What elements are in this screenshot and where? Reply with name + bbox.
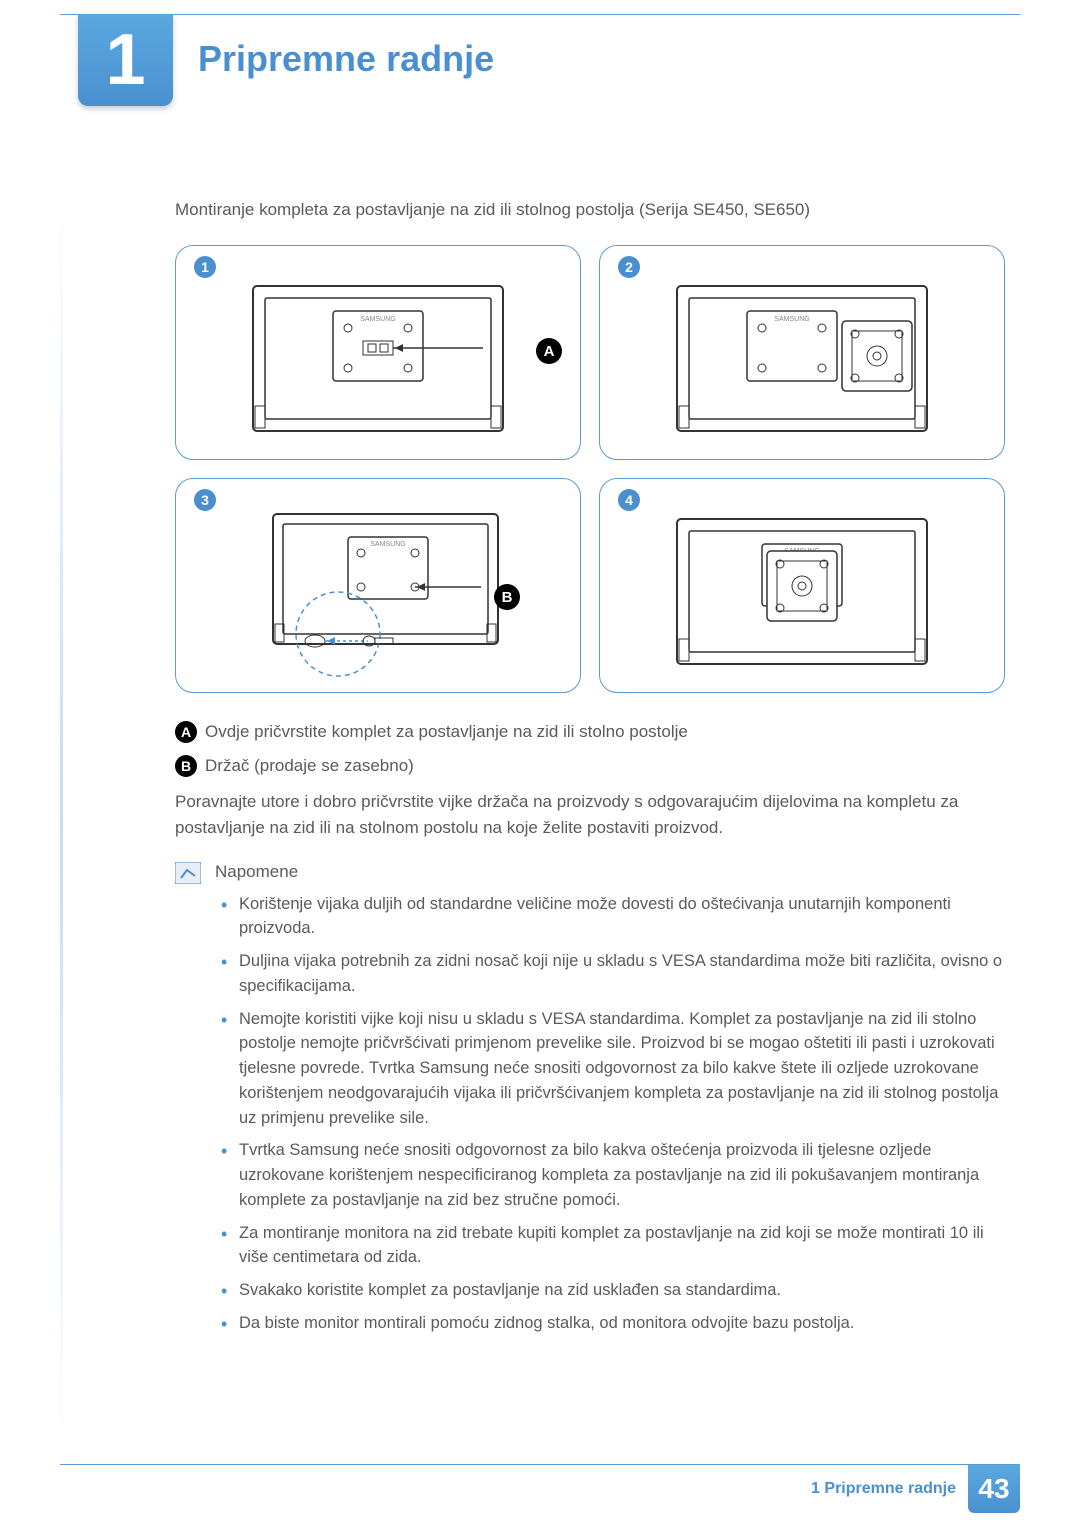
- notes-body: Napomene Korištenje vijaka duljih od sta…: [215, 862, 1005, 1344]
- label-a-marker: A: [536, 338, 562, 364]
- svg-text:SAMSUNG: SAMSUNG: [774, 316, 809, 323]
- svg-text:SAMSUNG: SAMSUNG: [360, 316, 395, 323]
- page-number: 43: [978, 1473, 1009, 1505]
- left-accent-bar: [60, 200, 63, 1447]
- page-footer: 1 Pripremne radnje 43: [60, 1464, 1020, 1513]
- diagram-step-4: 4 SAMSUNG: [599, 478, 1005, 693]
- chapter-number: 1: [105, 19, 145, 101]
- note-item: Svakako koristite komplet za postavljanj…: [215, 1278, 1005, 1303]
- section-subtitle: Montiranje kompleta za postavljanje na z…: [175, 200, 1005, 220]
- note-item: Korištenje vijaka duljih od standardne v…: [215, 892, 1005, 942]
- note-item: Nemojte koristiti vijke koji nisu u skla…: [215, 1007, 1005, 1131]
- header-rule: [60, 14, 1020, 16]
- step-number: 2: [618, 256, 640, 278]
- step-number: 3: [194, 489, 216, 511]
- label-b-text: Držač (prodaje se zasebno): [205, 756, 414, 776]
- main-content: Montiranje kompleta za postavljanje na z…: [175, 200, 1005, 1344]
- page-number-badge: 43: [968, 1465, 1020, 1513]
- step-number: 1: [194, 256, 216, 278]
- notes-list: Korištenje vijaka duljih od standardne v…: [215, 892, 1005, 1336]
- diagrams-grid: 1 SAMSUNG A 2: [175, 245, 1005, 693]
- annotation-a: A Ovdje pričvrstite komplet za postavlja…: [175, 721, 1005, 743]
- diagram-step-3: 3 SAMSUNG: [175, 478, 581, 693]
- note-item: Duljina vijaka potrebnih za zidni nosač …: [215, 949, 1005, 999]
- notes-section: Napomene Korištenje vijaka duljih od sta…: [175, 862, 1005, 1344]
- label-a-text: Ovdje pričvrstite komplet za postavljanj…: [205, 722, 688, 742]
- note-item: Da biste monitor montirali pomoću zidnog…: [215, 1311, 1005, 1336]
- step-number: 4: [618, 489, 640, 511]
- chapter-title: Pripremne radnje: [198, 38, 494, 80]
- monitor-back-illustration-2: SAMSUNG: [667, 276, 937, 441]
- monitor-back-illustration-1: SAMSUNG: [243, 276, 513, 441]
- note-item: Za montiranje monitora na zid trebate ku…: [215, 1221, 1005, 1271]
- label-b-circle: B: [175, 755, 197, 777]
- note-icon: [175, 862, 201, 884]
- note-item: Tvrtka Samsung neće snositi odgovornost …: [215, 1138, 1005, 1212]
- body-paragraph: Poravnajte utore i dobro pričvrstite vij…: [175, 789, 1005, 842]
- annotation-b: B Držač (prodaje se zasebno): [175, 755, 1005, 777]
- diagram-step-1: 1 SAMSUNG A: [175, 245, 581, 460]
- notes-title: Napomene: [215, 862, 1005, 882]
- monitor-back-illustration-4: SAMSUNG: [667, 509, 937, 674]
- chapter-number-badge: 1: [78, 14, 173, 106]
- svg-text:SAMSUNG: SAMSUNG: [370, 541, 405, 548]
- footer-chapter-text: 1 Pripremne radnje: [811, 1480, 956, 1498]
- diagram-step-2: 2 SAMSUNG: [599, 245, 1005, 460]
- label-a-circle: A: [175, 721, 197, 743]
- label-b-marker: B: [494, 584, 520, 610]
- monitor-back-illustration-3: SAMSUNG: [243, 509, 513, 679]
